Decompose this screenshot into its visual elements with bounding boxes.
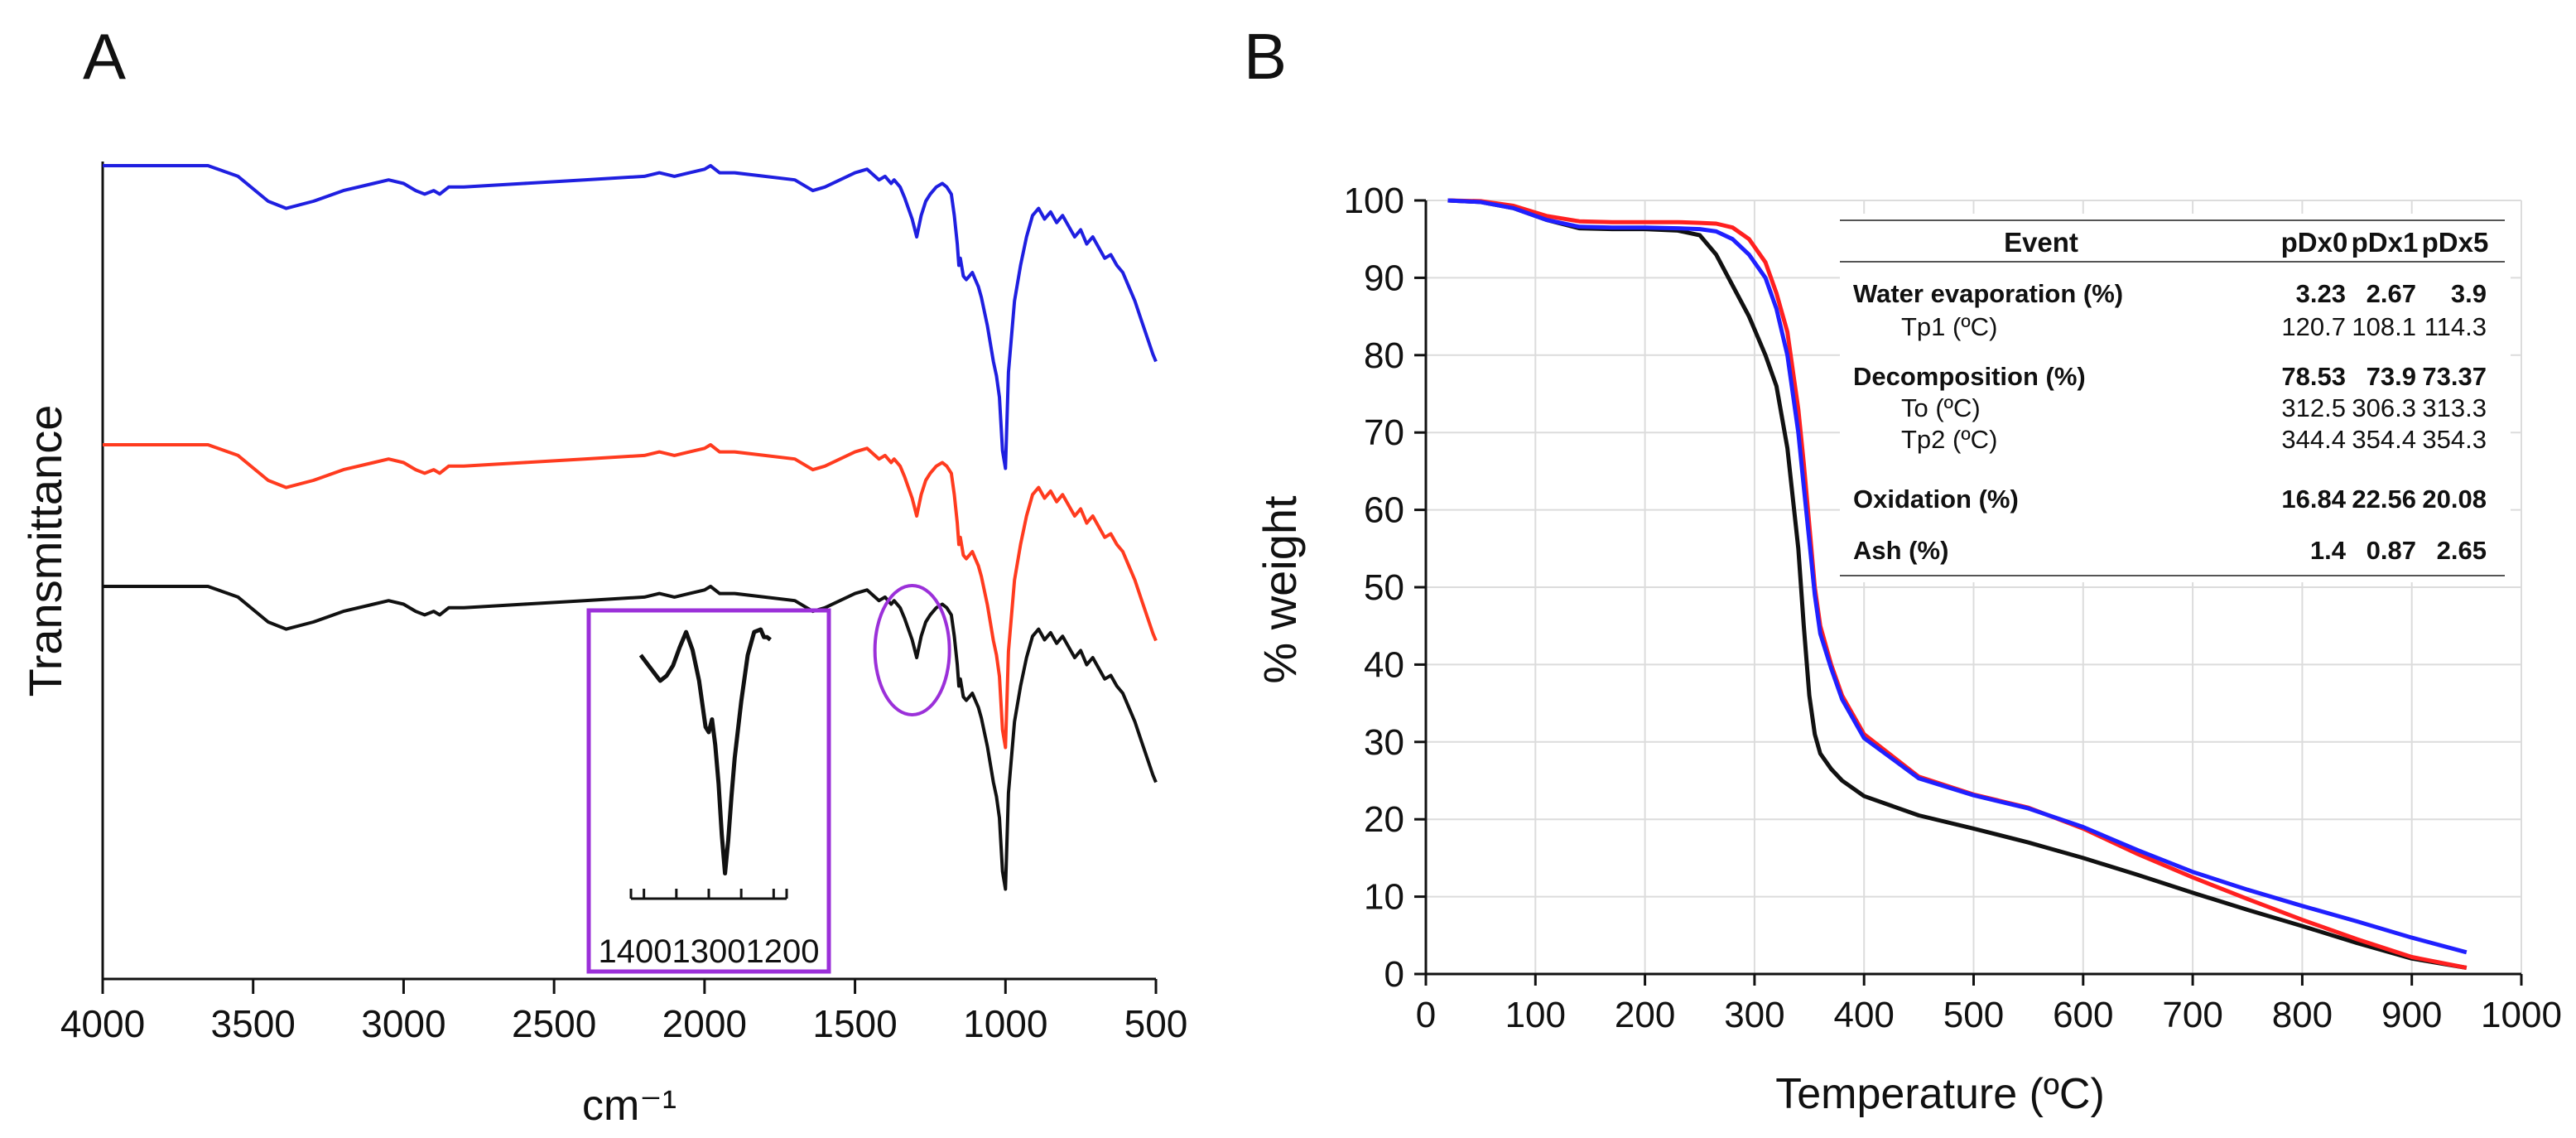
ftir-series-line (103, 585, 1158, 891)
panel-b-label: B (1244, 20, 1287, 93)
ftir-series-line (103, 443, 1158, 750)
panel-b-x-tick-label: 700 (2162, 995, 2222, 1035)
summary-table: Event pDx0 pDx1 pDx5 Water evaporation (%) 3.… (1840, 219, 2505, 576)
panel-b-series (1447, 198, 2468, 970)
table-cell: 73.9 (2367, 362, 2416, 391)
panel-b-x-tick-label: 1000 (2481, 995, 2562, 1035)
panel-b: B 0 100 200 300 400 500 600 700 800 900 1000 0 10 20 3… (1244, 20, 2562, 1118)
table-cell: 312.5 (2281, 393, 2346, 422)
table-cell: 114.3 (2424, 312, 2487, 341)
panel-a-x-tick-label: 2000 (662, 1002, 747, 1045)
table-cell: 22.56 (2352, 485, 2416, 514)
panel-b-x-tick-label: 500 (1943, 995, 2004, 1035)
panel-b-x-tick-label: 100 (1505, 995, 1566, 1035)
panel-b-y-tick-label: 60 (1364, 490, 1404, 531)
table-cell: 2.65 (2437, 536, 2487, 565)
panel-a-x-tick-label: 3000 (361, 1002, 445, 1045)
panel-b-ticks: 0 100 200 300 400 500 600 700 800 900 1000 0 10 20 30 4… (1344, 181, 2562, 1035)
table-cell: 120.7 (2281, 312, 2346, 341)
panel-b-y-tick-label: 40 (1364, 644, 1404, 685)
panel-a-x-tick-label: 1000 (963, 1002, 1047, 1045)
table-background (1840, 214, 2511, 582)
table-row-label: Water evaporation (%) (1853, 279, 2123, 308)
table-cell: 20.08 (2422, 485, 2487, 514)
panel-b-y-tick-label: 80 (1364, 335, 1404, 376)
table-row-label: Ash (%) (1853, 536, 1948, 565)
table-cell: 0.87 (2367, 536, 2416, 565)
table-header: pDx1 (2352, 227, 2419, 258)
table-cell: 78.53 (2281, 362, 2346, 391)
panel-b-xlabel: Temperature (ºC) (1775, 1070, 2105, 1118)
panel-b-x-tick-label: 800 (2272, 995, 2333, 1035)
panel-a-ylabel: Transmittance (19, 405, 71, 697)
inset-series (638, 627, 772, 875)
panel-b-ylabel: % weight (1254, 495, 1306, 684)
panel-b-x-tick-label: 900 (2381, 995, 2442, 1035)
panel-b-x-tick-label: 200 (1615, 995, 1675, 1035)
table-cell: 344.4 (2281, 425, 2346, 454)
table-cell: 16.84 (2281, 485, 2346, 514)
panel-b-y-tick-label: 10 (1364, 877, 1404, 918)
panel-b-x-tick-label: 600 (2053, 995, 2113, 1035)
panel-a-x-ticks: 4000 3500 3000 2500 2000 1500 1000 500 (60, 979, 1188, 1045)
panel-a-xlabel: cm⁻¹ (582, 1082, 677, 1130)
panel-b-y-tick-label: 70 (1364, 412, 1404, 453)
table-cell: 73.37 (2422, 362, 2487, 391)
panel-b-y-tick-label: 50 (1364, 567, 1404, 608)
table-row-label: To (ºC) (1901, 393, 1981, 422)
table-cell: 108.1 (2352, 312, 2416, 341)
panel-b-y-tick-label: 30 (1364, 722, 1404, 763)
panel-a-x-tick-label: 1500 (812, 1002, 897, 1045)
table-row-label: Decomposition (%) (1853, 362, 2086, 391)
ftir-series-line (103, 164, 1158, 470)
inset-tick-labels: 140013001200 (599, 933, 820, 970)
table-cell: 354.3 (2422, 425, 2487, 454)
table-cell: 1.4 (2310, 536, 2347, 565)
panel-a: A Transmittance 4000 3500 3000 2500 2000 1500… (19, 20, 1187, 1130)
panel-b-y-tick-label: 90 (1364, 258, 1404, 298)
table-cell: 306.3 (2352, 393, 2416, 422)
panel-a-x-tick-label: 4000 (60, 1002, 145, 1045)
table-header: pDx0 (2281, 227, 2348, 258)
inset-axis (629, 889, 788, 900)
panel-b-x-tick-label: 400 (1833, 995, 1894, 1035)
inset: 140013001200 (586, 608, 831, 974)
tga-series-line (1447, 198, 2468, 955)
table-cell: 3.9 (2451, 279, 2487, 308)
panel-b-y-tick-label: 100 (1344, 181, 1404, 221)
table-cell: 313.3 (2422, 393, 2487, 422)
table-cell: 3.23 (2296, 279, 2346, 308)
inset-line (638, 627, 772, 875)
panel-b-y-tick-label: 20 (1364, 799, 1404, 840)
table-row-label: Tp2 (ºC) (1901, 425, 1997, 454)
inset-frame (586, 608, 831, 974)
table-header: pDx5 (2422, 227, 2489, 258)
table-row-label: Oxidation (%) (1853, 485, 2019, 514)
panel-a-x-tick-label: 500 (1124, 1002, 1188, 1045)
table-row-label: Tp1 (ºC) (1901, 312, 1997, 341)
panel-a-series (103, 164, 1158, 891)
panel-b-y-tick-label: 0 (1384, 954, 1404, 995)
table-header: Event (2004, 227, 2078, 258)
panel-a-x-tick-label: 3500 (211, 1002, 296, 1045)
table-cell: 354.4 (2352, 425, 2416, 454)
table-cell: 2.67 (2367, 279, 2416, 308)
panel-b-x-tick-label: 0 (1416, 995, 1436, 1035)
panel-b-x-tick-label: 300 (1724, 995, 1784, 1035)
panel-a-label: A (83, 20, 126, 93)
highlight-ellipse (873, 584, 951, 716)
panel-a-x-tick-label: 2500 (512, 1002, 596, 1045)
